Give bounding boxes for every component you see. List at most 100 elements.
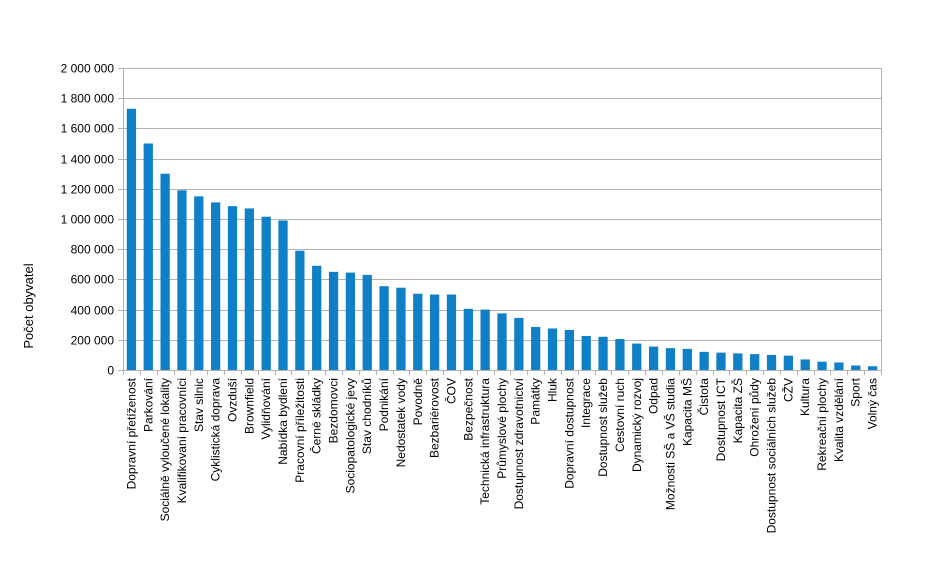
bar <box>497 313 507 371</box>
x-category-label: Sport <box>849 377 863 406</box>
x-category-label: Sociálně vyloučené lokality <box>158 378 172 521</box>
x-category-label: Cyklistická doprava <box>209 378 223 482</box>
x-category-label: Technická infrastruktura <box>478 378 492 505</box>
x-category-label: Ovzduší <box>225 377 239 422</box>
x-category-label: Dostupnost zdravotnictví <box>512 377 526 509</box>
x-category-label: Kultura <box>798 378 812 416</box>
y-axis-tick-labels: 0 200 000 400 000 600 000 800 000 1 000 000 1 … <box>61 62 115 378</box>
x-category-label: Možnosti SŠ a VŠ studia <box>662 378 677 510</box>
x-category-label: Ohrožení půdy <box>748 378 762 457</box>
bar <box>699 351 709 370</box>
y-tick-label: 1 200 000 <box>61 183 115 197</box>
bar <box>851 365 861 370</box>
x-category-label: Sociopatologické jevy <box>343 378 357 493</box>
x-category-label: Dynamický rozvoj <box>630 378 644 472</box>
bar <box>345 272 356 370</box>
bar <box>834 362 844 370</box>
bar <box>446 294 457 370</box>
bar <box>396 287 406 370</box>
x-category-label: Bezdomovci <box>327 378 341 443</box>
bar <box>480 309 490 370</box>
x-category-label: Čistota <box>696 378 711 416</box>
bar <box>514 317 524 370</box>
bar <box>632 343 642 370</box>
bars <box>123 108 882 375</box>
x-category-label: Odpad <box>647 378 661 414</box>
bar <box>295 250 305 370</box>
y-tick-label: 800 000 <box>71 243 115 257</box>
x-category-label: Dostupnost služeb <box>596 378 610 477</box>
bar <box>682 348 692 370</box>
x-category-label: Dopravní dostupnost <box>562 377 576 488</box>
x-category-label: Stav silnic <box>192 378 206 432</box>
bar <box>766 354 777 370</box>
bar <box>160 173 170 370</box>
x-category-label: Integrace <box>579 378 593 428</box>
x-category-label: Parkování <box>141 377 155 432</box>
bar <box>194 196 204 370</box>
bar <box>564 329 575 370</box>
y-tick-label: 1 000 000 <box>61 213 115 227</box>
bar <box>278 220 288 370</box>
x-category-label: Kvalifikovaní pracovníci <box>175 378 189 503</box>
bar <box>261 216 271 370</box>
y-tick-label: 400 000 <box>71 304 115 318</box>
x-category-label: Kapacita ZŠ <box>730 378 745 443</box>
y-tick-label: 1 600 000 <box>61 122 115 136</box>
bar <box>362 274 372 370</box>
bar <box>665 348 676 370</box>
x-category-label: ČOV <box>443 378 458 404</box>
x-category-label: Dopravní přetíženost <box>124 377 138 489</box>
bar <box>615 339 625 370</box>
bar <box>783 355 793 370</box>
bar <box>733 353 743 370</box>
y-axis-title: Počet obyvatel <box>21 263 36 348</box>
bar <box>211 202 221 370</box>
bar <box>328 271 339 370</box>
y-tick-label: 200 000 <box>71 334 115 348</box>
x-category-label: Cestovní ruch <box>613 378 627 452</box>
bar <box>531 326 541 370</box>
y-tick-label: 1 800 000 <box>61 92 115 106</box>
x-category-label: Památky <box>529 378 543 425</box>
bar <box>143 143 153 370</box>
bar <box>126 108 137 371</box>
bar <box>547 328 558 370</box>
x-category-label: Vylidňování <box>259 377 273 439</box>
bar <box>413 293 423 370</box>
x-category-label: Volný čas <box>866 378 880 429</box>
x-category-label: Průmyslové plochy <box>495 378 509 479</box>
x-category-label: Povodně <box>411 378 425 426</box>
x-category-label: Dostupnost sociálních služeb <box>765 378 779 534</box>
bar <box>716 352 726 370</box>
x-axis-category-labels: Dopravní přetíženost Parkování Sociálně vy… <box>124 377 879 533</box>
bar <box>312 265 322 370</box>
x-category-label: Nedostatek vody <box>394 378 408 467</box>
y-tick-label: 600 000 <box>71 273 115 287</box>
x-category-label: Černé skládky <box>309 378 324 454</box>
x-category-label: Hluk <box>546 377 560 402</box>
bar <box>800 359 810 370</box>
bar <box>379 286 389 370</box>
x-category-label: Rekreační plochy <box>815 378 829 471</box>
bar <box>227 206 238 370</box>
bar <box>177 190 187 370</box>
bar <box>463 308 473 370</box>
y-tick-label: 1 400 000 <box>61 153 115 167</box>
bar <box>244 208 254 370</box>
y-tick-label: 0 <box>107 364 114 378</box>
bar <box>750 354 760 370</box>
bar <box>598 336 608 370</box>
x-category-label: Bezpečnost <box>461 377 475 440</box>
bar <box>867 366 878 370</box>
x-category-label: Dostupnost ICT <box>714 377 728 461</box>
bar <box>648 346 659 370</box>
x-category-label: Nabídka bydlení <box>276 377 290 464</box>
bar <box>817 361 827 370</box>
x-category-label: Brownfield <box>242 378 256 434</box>
x-category-label: Stav chodníků <box>360 378 374 454</box>
x-category-label: Kapacita MŠ <box>679 378 694 446</box>
x-category-label: Kvalita vzdělání <box>832 377 846 462</box>
x-category-label: Pracovní příležitosti <box>293 378 307 483</box>
